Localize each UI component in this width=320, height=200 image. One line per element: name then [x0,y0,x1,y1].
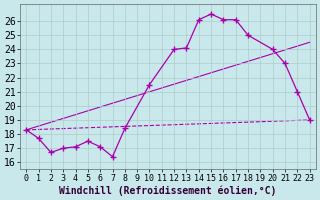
X-axis label: Windchill (Refroidissement éolien,°C): Windchill (Refroidissement éolien,°C) [59,185,277,196]
